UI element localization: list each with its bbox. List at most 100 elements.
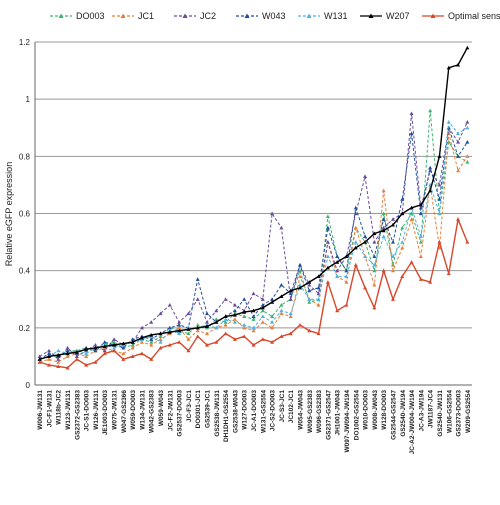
point-marker bbox=[465, 45, 470, 50]
legend-label: W207 bbox=[386, 11, 410, 21]
point-marker bbox=[409, 211, 414, 216]
point-marker bbox=[279, 334, 284, 339]
point-marker bbox=[112, 345, 117, 350]
point-marker bbox=[288, 314, 293, 318]
point-marker bbox=[446, 120, 451, 124]
point-marker bbox=[186, 331, 191, 336]
point-marker bbox=[251, 314, 256, 318]
point-marker bbox=[325, 265, 330, 270]
x-tick-label: DO1002-GS2554 bbox=[353, 390, 360, 441]
y-tick-label: 1 bbox=[26, 95, 31, 104]
point-marker bbox=[465, 140, 470, 144]
legend-label: DO003 bbox=[76, 11, 105, 21]
point-marker bbox=[279, 308, 284, 313]
point-marker bbox=[279, 302, 284, 307]
point-marker bbox=[372, 282, 377, 287]
point-marker bbox=[288, 297, 293, 301]
point-marker bbox=[465, 160, 470, 164]
point-marker bbox=[409, 131, 414, 136]
point-marker bbox=[205, 331, 210, 336]
point-marker bbox=[130, 354, 135, 359]
point-marker bbox=[251, 325, 256, 330]
point-marker bbox=[242, 322, 247, 327]
y-tick-label: 0.4 bbox=[19, 267, 31, 276]
x-tick-label: GS2540-JW131 bbox=[437, 390, 444, 437]
x-tick-label: W106-GS2554 bbox=[446, 390, 453, 433]
x-tick-label: GS2540-JW194 bbox=[400, 390, 407, 437]
point-marker bbox=[251, 291, 256, 296]
point-marker bbox=[325, 225, 330, 230]
point-marker bbox=[428, 280, 433, 284]
point-marker bbox=[84, 354, 89, 359]
point-marker bbox=[381, 188, 386, 193]
point-marker bbox=[437, 197, 442, 201]
point-marker bbox=[223, 331, 228, 336]
point-marker bbox=[465, 125, 470, 130]
point-marker bbox=[223, 322, 228, 327]
x-tick-label: JC-A2-JW004-JW194 bbox=[409, 390, 416, 455]
y-tick-label: 1.2 bbox=[19, 38, 31, 47]
point-marker bbox=[130, 345, 135, 350]
x-tick-label: W010-DO003 bbox=[363, 390, 370, 430]
x-tick-label: GS2537-DO003 bbox=[177, 390, 184, 437]
point-marker bbox=[56, 352, 61, 357]
point-marker bbox=[270, 325, 275, 330]
point-marker bbox=[270, 211, 275, 216]
point-marker bbox=[279, 225, 284, 230]
point-marker bbox=[177, 331, 182, 336]
point-marker bbox=[205, 342, 210, 347]
x-tick-label: JC-F1-W131 bbox=[46, 390, 53, 428]
point-marker bbox=[418, 234, 423, 238]
point-marker bbox=[418, 277, 423, 281]
legend-marker bbox=[306, 13, 312, 18]
point-marker bbox=[400, 211, 405, 216]
point-marker bbox=[195, 334, 200, 339]
point-marker bbox=[390, 254, 395, 258]
point-marker bbox=[307, 297, 312, 301]
point-marker bbox=[186, 327, 191, 331]
x-tick-label: W096-GS2383 bbox=[316, 390, 323, 433]
point-marker bbox=[205, 311, 210, 316]
point-marker bbox=[177, 322, 182, 327]
x-tick-label: JE1003-DO003 bbox=[102, 390, 109, 436]
legend-label: W043 bbox=[262, 11, 286, 21]
point-marker bbox=[297, 268, 302, 273]
point-marker bbox=[149, 337, 154, 341]
point-marker bbox=[307, 280, 312, 284]
point-marker bbox=[167, 342, 172, 347]
point-marker bbox=[56, 360, 61, 364]
point-marker bbox=[353, 245, 358, 250]
point-marker bbox=[102, 340, 107, 344]
point-marker bbox=[456, 154, 461, 158]
point-marker bbox=[335, 274, 340, 278]
point-marker bbox=[149, 340, 154, 344]
point-marker bbox=[242, 334, 247, 339]
point-marker bbox=[297, 282, 302, 287]
point-marker bbox=[93, 342, 98, 347]
point-marker bbox=[112, 340, 117, 344]
x-tick-label: DH1DH1-GS2554 bbox=[223, 390, 230, 442]
point-marker bbox=[446, 65, 451, 70]
point-marker bbox=[232, 320, 237, 324]
legend-marker bbox=[244, 13, 250, 18]
point-marker bbox=[121, 357, 126, 361]
point-marker bbox=[223, 320, 228, 324]
point-marker bbox=[456, 62, 461, 67]
legend-label: JC2 bbox=[200, 11, 216, 21]
point-marker bbox=[325, 214, 330, 218]
x-tick-label: W131-GS2554 bbox=[260, 390, 267, 433]
x-tick-label: JC-F3-JC1 bbox=[186, 390, 193, 423]
point-marker bbox=[149, 332, 154, 337]
point-marker bbox=[307, 300, 312, 304]
point-marker bbox=[56, 357, 61, 361]
x-tick-label: W134-JW131 bbox=[139, 390, 146, 430]
x-tick-label: JC-S2-DO003 bbox=[270, 390, 277, 432]
point-marker bbox=[381, 234, 386, 238]
point-marker bbox=[335, 308, 340, 313]
point-marker bbox=[167, 330, 172, 334]
point-marker bbox=[223, 314, 228, 318]
point-marker bbox=[139, 351, 144, 356]
point-marker bbox=[428, 108, 433, 113]
point-marker bbox=[232, 308, 237, 313]
